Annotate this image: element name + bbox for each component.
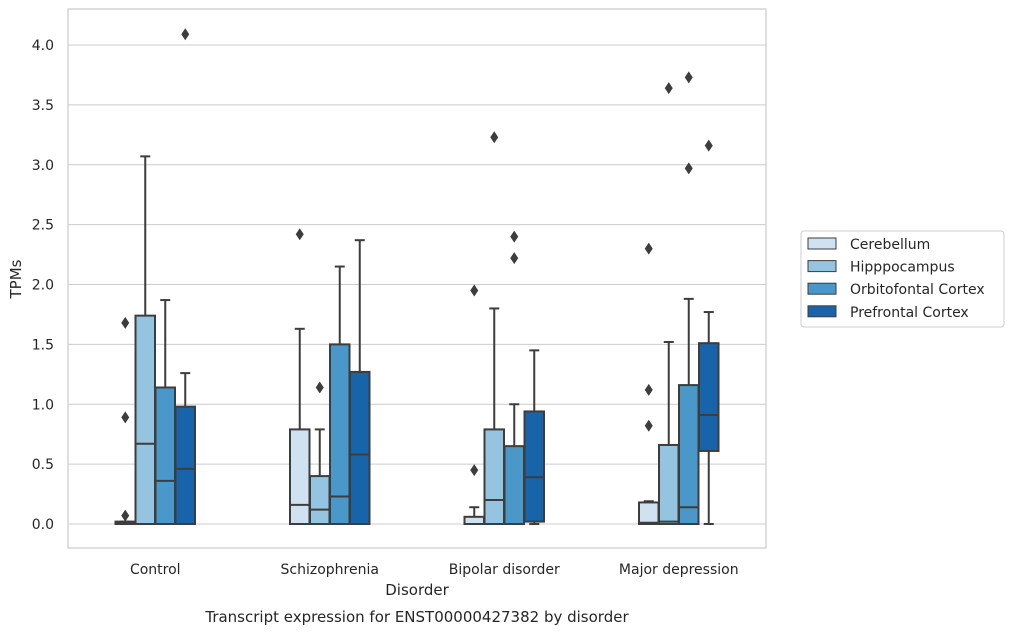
outlier-point (704, 139, 713, 152)
box-hipppocampus (483, 131, 505, 525)
box-body (678, 384, 700, 525)
outlier-point (490, 131, 499, 144)
outlier-point (644, 419, 653, 432)
box-prefrontal-cortex (698, 139, 720, 525)
legend-frame (800, 230, 1005, 328)
y-tick-label: 0.5 (32, 457, 54, 473)
box-cerebellum (638, 242, 660, 526)
y-tick-label: 3.0 (32, 158, 54, 174)
outlier-point (470, 284, 479, 297)
box-orbitofontal-cortex (154, 299, 176, 525)
outlier-point (121, 316, 130, 329)
outlier-point (510, 230, 519, 243)
box-orbitofontal-cortex (329, 265, 351, 525)
y-tick-label: 2.5 (32, 218, 54, 234)
legend-label: Cerebellum (850, 237, 930, 253)
box-cerebellum (289, 228, 311, 525)
box-body (698, 342, 720, 452)
box-prefrontal-cortex (523, 349, 545, 525)
plot-frame (67, 8, 767, 549)
legend-swatch (807, 305, 837, 318)
legend-label: Orbitofontal Cortex (850, 282, 985, 298)
y-tick-label: 4.0 (32, 38, 54, 54)
box-hipppocampus (658, 82, 680, 525)
box-body (134, 314, 156, 526)
x-tick-label: Schizophrenia (281, 562, 379, 578)
outlier-point (644, 383, 653, 396)
outlier-point (510, 252, 519, 265)
x-axis-label: Disorder (385, 581, 449, 599)
y-tick-labels: 0.0 0.5 1.0 1.5 2.0 2.5 3.0 3.5 4.0 (32, 38, 54, 533)
outlier-point (684, 71, 693, 84)
legend: Cerebellum Hipppocampus Orbitofontal Corte… (800, 230, 1005, 328)
outlier-point (470, 464, 479, 477)
box-body (638, 501, 660, 526)
x-tick-label: Control (130, 562, 181, 578)
outlier-point (315, 381, 324, 394)
outlier-point (181, 28, 190, 41)
box-orbitofontal-cortex (503, 230, 525, 526)
y-tick-label: 0.0 (32, 517, 54, 533)
legend-swatch (807, 260, 837, 273)
x-tick-label: Major depression (619, 562, 739, 578)
outlier-point (295, 228, 304, 241)
box-hipppocampus (309, 381, 331, 526)
outlier-point (121, 509, 130, 522)
outlier-point (121, 411, 130, 424)
box-body (503, 445, 525, 526)
box-prefrontal-cortex (174, 28, 196, 525)
chart-caption: Transcript expression for ENST0000042738… (204, 608, 629, 626)
legend-swatch (807, 237, 837, 250)
box-orbitofontal-cortex (678, 71, 700, 525)
box-body (463, 515, 485, 526)
plot-marks (114, 28, 720, 526)
legend-label: Hipppocampus (850, 260, 955, 276)
box-body (349, 370, 371, 526)
box-hipppocampus (134, 155, 156, 526)
box-prefrontal-cortex (349, 239, 371, 526)
box-body (658, 443, 680, 525)
legend-label: Prefrontal Cortex (850, 305, 969, 321)
box-cerebellum (114, 316, 136, 525)
outlier-point (684, 162, 693, 175)
y-tick-label: 2.0 (32, 278, 54, 294)
box-body (174, 405, 196, 525)
y-tick-label: 3.5 (32, 98, 54, 114)
legend-swatch (807, 282, 837, 295)
box-body (483, 428, 505, 525)
y-axis-label: TPMs (7, 259, 25, 299)
y-tick-label: 1.5 (32, 337, 54, 353)
x-tick-labels: Control Schizophrenia Bipolar disorder Majo… (130, 562, 739, 578)
x-tick-label: Bipolar disorder (449, 562, 560, 578)
box-body (309, 475, 331, 526)
outlier-point (664, 82, 673, 95)
outlier-point (644, 242, 653, 255)
box-body (154, 386, 176, 525)
y-tick-label: 1.0 (32, 397, 54, 413)
box-body (523, 410, 545, 523)
box-body (289, 428, 311, 525)
